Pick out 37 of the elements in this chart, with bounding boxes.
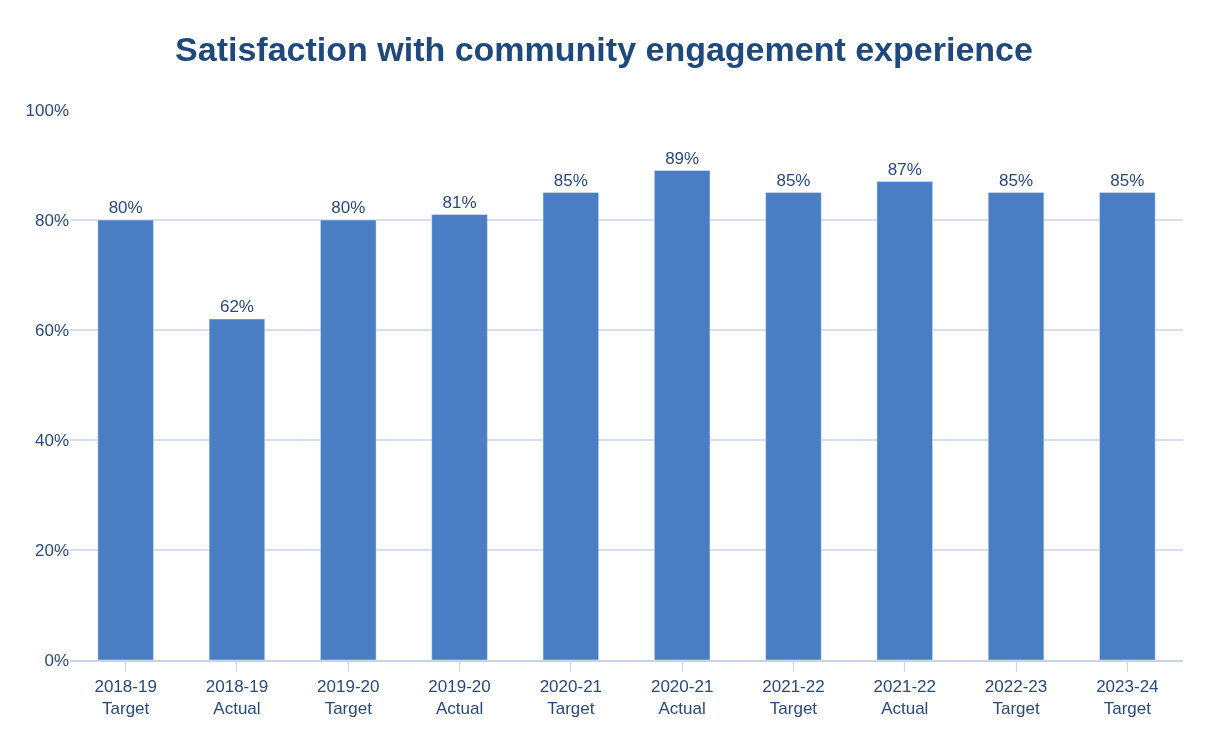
x-tick-label: 2023-24 Target	[1096, 677, 1159, 719]
x-tick-label: 2020-21 Target	[539, 677, 603, 719]
y-tick-label: 80%	[34, 210, 69, 230]
data-label: 62%	[219, 297, 254, 316]
chart-title: Satisfaction with community engagement experience	[175, 29, 1033, 68]
bar	[97, 219, 154, 660]
data-label: 81%	[442, 192, 477, 212]
y-tick-label: 100%	[25, 100, 69, 120]
bar	[542, 192, 599, 660]
bar	[987, 192, 1045, 660]
bar	[320, 219, 377, 660]
y-tick-label: 40%	[34, 430, 69, 450]
x-tick-label: 2022-23 Target	[984, 677, 1048, 719]
data-label: 87%	[887, 159, 922, 179]
data-label: 85%	[1110, 170, 1145, 190]
x-tick-label: 2018-19 Actual	[205, 677, 269, 719]
x-tick-label: 2019-20 Target	[317, 677, 380, 719]
bar	[765, 192, 822, 660]
x-tick-label: 2020-21 Actual	[650, 677, 714, 719]
x-tick-label: 2018-19 Target	[94, 677, 157, 719]
data-label: 80%	[108, 198, 143, 217]
x-tick-label: 2021-22 Target	[762, 677, 825, 719]
y-tick-label: 60%	[34, 320, 69, 340]
bar	[431, 214, 488, 660]
data-label: 85%	[776, 170, 811, 190]
bar	[1099, 192, 1156, 660]
y-tick-label: 0%	[44, 650, 69, 670]
x-tick-label: 2021-22 Actual	[873, 677, 936, 719]
data-label: 85%	[553, 170, 588, 190]
bar	[876, 181, 933, 660]
y-tick-label: 20%	[34, 540, 69, 560]
bar	[654, 170, 711, 660]
x-tick-label: 2019-20 Actual	[428, 677, 491, 719]
data-label: 80%	[331, 198, 366, 217]
data-label: 85%	[999, 170, 1034, 190]
bar	[208, 318, 266, 660]
data-label: 89%	[665, 148, 700, 168]
